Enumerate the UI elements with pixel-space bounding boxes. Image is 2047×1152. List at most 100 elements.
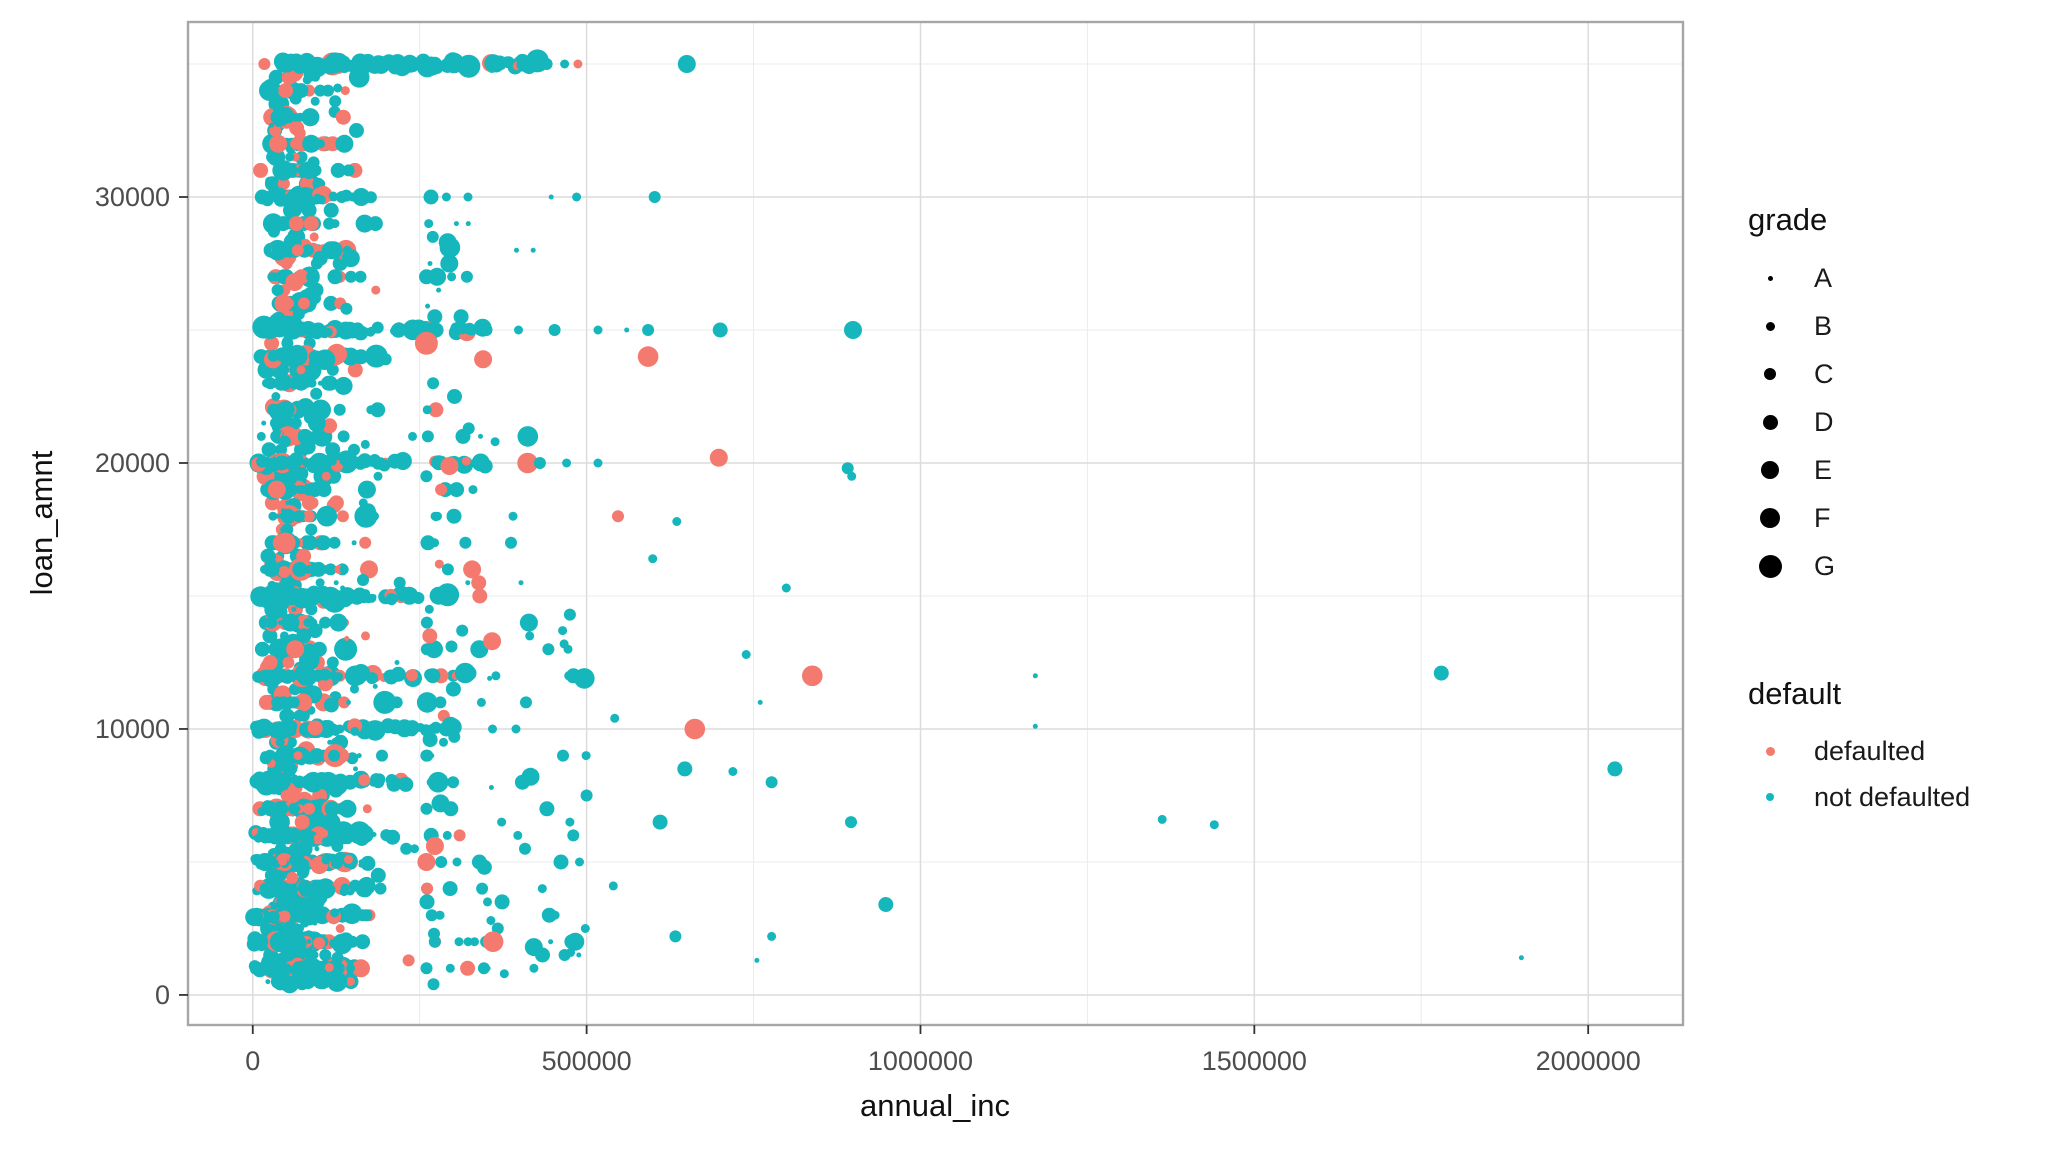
point-not-defaulted [433, 511, 442, 521]
point-not-defaulted [593, 325, 603, 335]
point-not-defaulted [499, 969, 509, 979]
point-not-defaulted [271, 696, 284, 709]
point-not-defaulted [285, 669, 298, 682]
point-not-defaulted [334, 637, 358, 661]
point-defaulted [258, 58, 271, 70]
point-not-defaulted [371, 832, 377, 837]
point-not-defaulted [413, 57, 423, 67]
point-not-defaulted [274, 455, 289, 471]
point-not-defaulted [339, 456, 349, 466]
point-not-defaulted [338, 587, 357, 606]
y-axis-title: loan_amnt [24, 450, 59, 596]
point-not-defaulted [314, 349, 336, 371]
point-not-defaulted [439, 737, 448, 747]
point-not-defaulted [529, 963, 539, 973]
point-not-defaulted [342, 910, 355, 923]
point-not-defaulted [548, 194, 554, 200]
point-defaulted [280, 257, 293, 270]
point-defaulted [414, 331, 438, 355]
point-not-defaulted [280, 963, 293, 976]
point-not-defaulted [491, 671, 501, 681]
point-not-defaulted [357, 480, 376, 499]
point-not-defaulted [316, 328, 326, 338]
point-not-defaulted [253, 934, 269, 950]
point-defaulted [296, 365, 306, 375]
point-not-defaulted [505, 536, 517, 549]
point-defaulted [440, 457, 459, 475]
point-not-defaulted [255, 718, 273, 737]
point-defaulted [347, 362, 363, 378]
point-defaulted [267, 480, 286, 499]
point-not-defaulted [329, 613, 348, 632]
point-not-defaulted [330, 857, 343, 869]
point-not-defaulted [291, 587, 313, 609]
point-not-defaulted [576, 952, 582, 958]
point-not-defaulted [453, 309, 469, 325]
point-not-defaulted [280, 508, 296, 524]
point-not-defaulted [567, 829, 580, 842]
point-not-defaulted [366, 672, 378, 685]
point-not-defaulted [781, 583, 791, 593]
point-not-defaulted [483, 897, 492, 907]
point-not-defaulted [652, 814, 668, 830]
point-not-defaulted [445, 963, 455, 973]
point-not-defaulted [459, 536, 472, 549]
grade-legend-item-A: A [1748, 254, 1835, 302]
point-not-defaulted [264, 855, 277, 868]
point-not-defaulted [1157, 814, 1167, 824]
point-not-defaulted [441, 563, 454, 576]
point-not-defaulted [308, 58, 323, 74]
point-not-defaulted [274, 722, 290, 738]
point-defaulted [265, 498, 275, 508]
point-not-defaulted [314, 669, 324, 679]
point-defaulted [434, 559, 444, 569]
point-not-defaulted [521, 767, 540, 786]
point-not-defaulted [354, 270, 367, 283]
point-defaulted [258, 694, 274, 710]
point-not-defaulted [328, 536, 341, 549]
point-not-defaulted [370, 867, 386, 883]
point-defaulted [253, 162, 269, 178]
point-not-defaulted [370, 402, 386, 418]
point-not-defaulted [280, 897, 290, 907]
point-not-defaulted [677, 55, 696, 73]
point-not-defaulted [301, 956, 320, 975]
point-not-defaulted [841, 462, 854, 475]
point-defaulted [336, 510, 349, 523]
point-not-defaulted [354, 831, 370, 846]
point-not-defaulted [265, 979, 271, 985]
point-not-defaulted [270, 974, 286, 990]
y-tick-label: 0 [155, 980, 170, 1010]
grade-legend-label: B [1814, 310, 1833, 341]
point-not-defaulted [311, 114, 317, 120]
point-not-defaulted [340, 189, 353, 202]
point-not-defaulted [558, 626, 568, 636]
point-not-defaulted [416, 692, 438, 713]
point-defaulted [291, 244, 304, 257]
default-color-legend: default defaulted not defaulted [1748, 676, 1970, 820]
not_defaulted-dot-icon [1766, 793, 1774, 801]
point-not-defaulted [765, 776, 778, 789]
point-defaulted [460, 960, 476, 976]
point-defaulted [422, 628, 438, 644]
y-tick-label: 10000 [95, 714, 170, 744]
point-not-defaulted [525, 631, 535, 641]
point-not-defaulted [267, 403, 280, 416]
point-not-defaulted [364, 720, 386, 741]
point-not-defaulted [390, 666, 406, 682]
point-not-defaulted [425, 60, 437, 73]
point-not-defaulted [313, 431, 323, 441]
point-not-defaulted [267, 910, 280, 923]
point-not-defaulted [326, 468, 342, 484]
point-not-defaulted [470, 640, 489, 659]
point-defaulted [483, 632, 502, 651]
point-not-defaulted [517, 426, 539, 447]
point-not-defaulted [265, 195, 275, 204]
point-not-defaulted [423, 189, 439, 205]
point-not-defaulted [741, 650, 751, 659]
point-not-defaulted [250, 854, 260, 864]
point-not-defaulted [419, 894, 435, 910]
point-not-defaulted [329, 95, 342, 108]
point-not-defaulted [346, 699, 351, 705]
point-not-defaulted [307, 414, 326, 433]
